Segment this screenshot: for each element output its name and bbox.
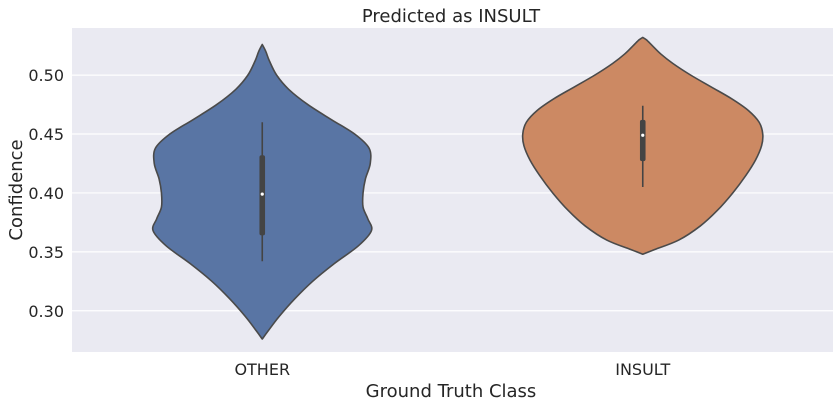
median-point-other xyxy=(260,192,264,196)
y-tick-label: 0.30 xyxy=(28,302,64,321)
x-tick-labels: OTHER INSULT xyxy=(234,360,670,379)
x-axis-title: Ground Truth Class xyxy=(366,381,537,402)
y-tick-label: 0.50 xyxy=(28,66,64,85)
iqr-box-insult xyxy=(639,119,646,162)
x-tick-label: INSULT xyxy=(615,360,670,379)
y-tick-label: 0.45 xyxy=(28,125,64,144)
y-tick-label: 0.40 xyxy=(28,184,64,203)
x-tick-label: OTHER xyxy=(234,360,290,379)
y-axis-title: Confidence xyxy=(6,139,27,240)
violins xyxy=(151,36,764,340)
chart-title: Predicted as INSULT xyxy=(362,6,541,27)
y-tick-labels: 0.30 0.35 0.40 0.45 0.50 xyxy=(28,66,64,321)
y-tick-label: 0.35 xyxy=(28,243,64,262)
median-point-insult xyxy=(641,133,645,137)
